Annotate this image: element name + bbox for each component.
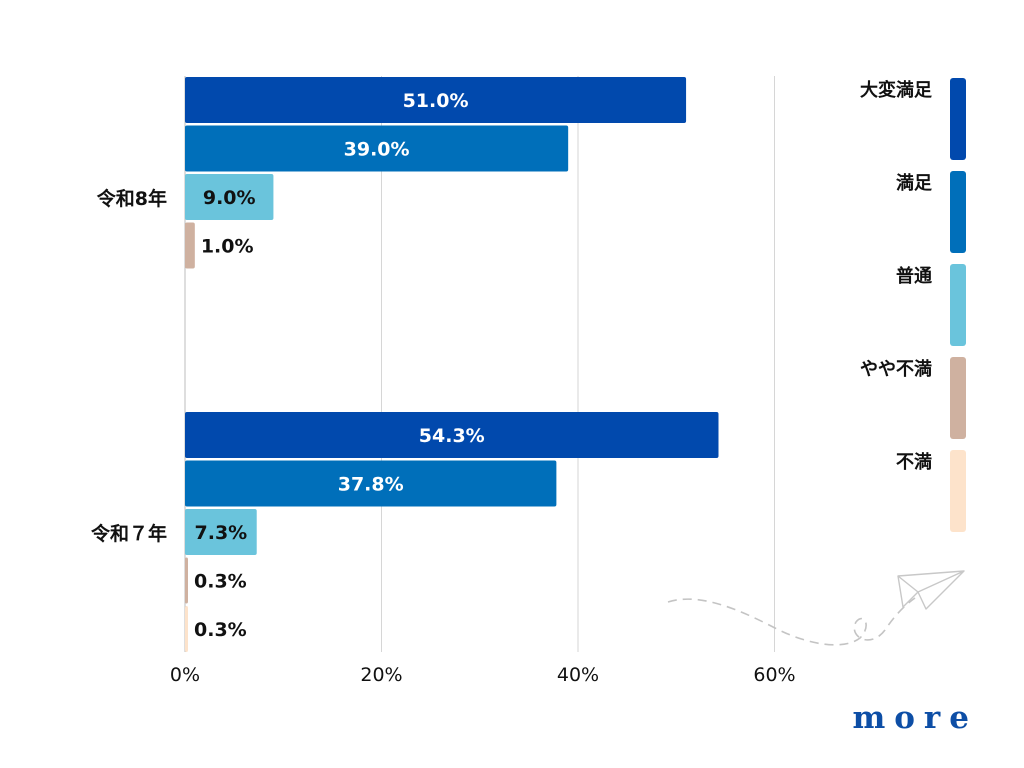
dashed-flight-path	[667, 597, 916, 646]
data-label: 37.8%	[338, 474, 404, 496]
bar-labels: 51.0% 39.0% 9.0% 1.0% 54.3% 37.8% 7.3% 0.3% 0.3%	[194, 90, 485, 641]
legend-swatch	[950, 357, 966, 439]
legend-swatch	[950, 450, 966, 532]
data-label: 54.3%	[419, 425, 485, 447]
legend-label: 普通	[896, 265, 932, 287]
x-tick-label: 0%	[170, 664, 200, 686]
legend-swatch	[950, 171, 966, 253]
data-label: 7.3%	[195, 522, 248, 544]
x-tick-label: 20%	[360, 664, 402, 686]
bar	[185, 174, 274, 220]
paper-plane-decoration	[667, 570, 965, 646]
data-label: 51.0%	[403, 90, 469, 112]
legend-label: 大変満足	[860, 79, 932, 101]
data-label: 39.0%	[344, 139, 410, 161]
bar	[185, 509, 257, 555]
bars	[185, 77, 719, 652]
bar	[185, 222, 195, 269]
legend-swatch	[950, 264, 966, 346]
x-tick-label: 40%	[557, 664, 599, 686]
x-tick-label: 60%	[753, 664, 795, 686]
grid-lines	[184, 76, 775, 652]
x-axis-ticks: 0% 20% 40% 60%	[170, 664, 796, 686]
bar	[185, 77, 687, 123]
paper-plane-icon	[897, 570, 965, 610]
legend-label: 不満	[896, 451, 932, 473]
data-label: 9.0%	[203, 187, 256, 209]
legend-label: 満足	[896, 172, 932, 194]
bar	[185, 125, 569, 172]
data-label: 1.0%	[201, 236, 254, 258]
bar	[185, 606, 188, 652]
category-label: 令和8年	[97, 187, 167, 210]
category-label: 令和７年	[91, 522, 167, 545]
data-label: 0.3%	[194, 619, 247, 641]
bar	[185, 460, 557, 507]
more-logo: more	[852, 700, 978, 736]
data-label: 0.3%	[194, 571, 247, 593]
bar	[185, 557, 188, 604]
legend-swatch	[950, 78, 966, 160]
legend-label: やや不満	[860, 358, 932, 380]
bar	[185, 412, 719, 458]
